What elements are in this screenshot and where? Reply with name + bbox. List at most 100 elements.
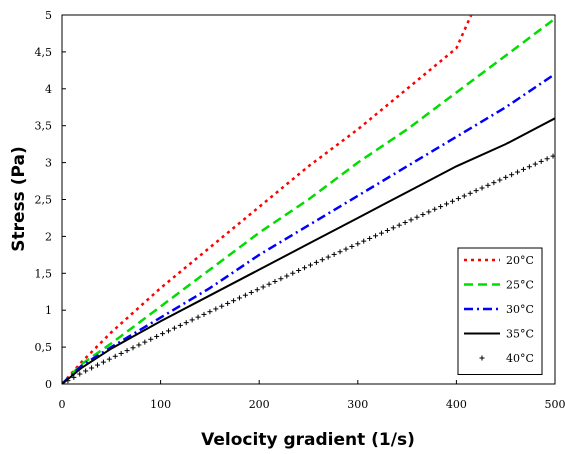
series-line <box>62 73 555 384</box>
legend-item: 30°C <box>464 303 534 316</box>
data-point <box>438 204 444 210</box>
data-point <box>83 368 89 374</box>
data-point <box>219 303 225 309</box>
data-point <box>236 295 242 301</box>
data-point <box>491 180 497 186</box>
data-point <box>118 350 124 356</box>
data-point <box>278 276 284 282</box>
data-point <box>355 241 361 247</box>
data-point <box>71 374 77 380</box>
data-point <box>307 262 313 268</box>
series-30c <box>62 73 555 384</box>
x-tick-label: 400 <box>446 398 467 411</box>
x-tick-label: 300 <box>347 398 368 411</box>
data-point <box>432 206 438 212</box>
series-line <box>62 117 555 384</box>
legend-label: 35°C <box>506 328 534 341</box>
x-tick-label: 0 <box>59 398 66 411</box>
data-point <box>520 166 526 172</box>
series-40c <box>62 153 555 384</box>
data-point <box>319 257 325 263</box>
data-point <box>485 182 491 188</box>
legend-label: 30°C <box>506 303 534 316</box>
data-point <box>231 298 237 304</box>
data-point <box>532 161 538 167</box>
data-point <box>550 153 555 159</box>
x-tick-label: 500 <box>545 398 565 411</box>
data-point <box>183 320 189 326</box>
data-point <box>171 325 177 331</box>
data-point <box>503 174 509 180</box>
data-point <box>384 227 390 233</box>
data-point <box>160 331 166 337</box>
data-point <box>242 292 248 298</box>
legend-label: 20°C <box>506 254 534 267</box>
data-point <box>467 190 473 196</box>
data-point <box>420 212 426 218</box>
data-point <box>177 322 183 328</box>
data-point <box>337 249 343 255</box>
data-point <box>100 359 106 365</box>
data-point <box>148 336 154 342</box>
data-point <box>112 353 118 359</box>
data-point <box>142 339 148 345</box>
data-point <box>189 317 195 323</box>
series-line <box>62 15 473 384</box>
series-35c <box>62 117 555 384</box>
data-point <box>266 281 272 287</box>
legend-item: 40°C <box>479 352 534 365</box>
y-tick-label: 3,5 <box>35 120 53 133</box>
y-tick-label: 2,5 <box>35 194 53 207</box>
data-point <box>77 371 83 377</box>
data-point <box>526 164 532 170</box>
data-point <box>136 342 142 348</box>
legend-item: 25°C <box>464 279 534 292</box>
y-tick-label: 4,5 <box>35 46 53 59</box>
data-point <box>165 328 171 334</box>
data-point <box>248 289 254 295</box>
data-point <box>367 235 373 241</box>
data-point <box>284 273 290 279</box>
series-20c <box>62 15 473 384</box>
data-point <box>349 243 355 249</box>
data-point <box>402 220 408 226</box>
y-tick-label: 5 <box>45 9 52 22</box>
data-point <box>426 209 432 215</box>
data-point <box>408 217 414 223</box>
data-point <box>449 198 455 204</box>
y-axis-ticks: 0 0,5 1 1,5 2 2,5 3 3,5 4 4,5 5 <box>35 9 66 391</box>
data-point <box>509 172 515 178</box>
data-point <box>396 222 402 228</box>
series-25c <box>62 17 555 384</box>
y-tick-label: 0 <box>45 378 52 391</box>
y-tick-label: 1,5 <box>35 267 53 280</box>
data-point <box>361 238 367 244</box>
y-tick-label: 3 <box>45 157 52 170</box>
data-point <box>106 356 112 362</box>
data-point <box>313 259 319 265</box>
data-point <box>154 333 160 339</box>
data-point <box>65 378 71 384</box>
data-point <box>343 246 349 252</box>
y-tick-label: 2 <box>45 230 52 243</box>
data-point <box>414 214 420 220</box>
y-axis-label: Stress (Pa) <box>9 146 29 251</box>
legend-item: 20°C <box>464 254 534 267</box>
series-line <box>62 17 555 384</box>
data-point <box>497 177 503 183</box>
data-point <box>325 254 331 260</box>
data-point <box>290 270 296 276</box>
data-point <box>201 311 207 317</box>
data-point <box>207 309 213 315</box>
data-point <box>390 225 396 231</box>
data-point <box>515 169 521 175</box>
x-axis-label: Velocity gradient (1/s) <box>201 430 415 450</box>
legend-label: 40°C <box>506 352 534 365</box>
x-tick-label: 200 <box>249 398 270 411</box>
data-point <box>225 300 231 306</box>
legend-marker <box>479 355 485 361</box>
data-point <box>538 158 544 164</box>
data-point <box>373 233 379 239</box>
data-point <box>378 230 384 236</box>
